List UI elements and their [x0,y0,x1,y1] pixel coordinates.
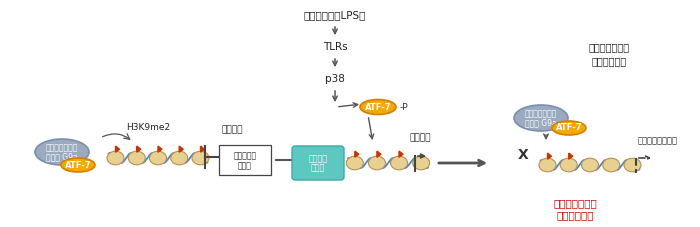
Text: 高基底発現レベル: 高基底発現レベル [638,136,678,146]
Polygon shape [200,146,204,152]
Polygon shape [179,146,183,152]
Ellipse shape [171,151,188,165]
Text: ヒストンメチル: ヒストンメチル [46,143,78,152]
Text: TLRs: TLRs [323,42,347,52]
Text: 転写抑制: 転写抑制 [222,126,244,135]
Text: p38: p38 [325,74,345,84]
Text: 化酵素 G9a: 化酵素 G9a [525,118,557,127]
Polygon shape [355,151,359,157]
FancyBboxPatch shape [292,146,344,180]
Ellipse shape [360,99,396,114]
Polygon shape [158,146,162,152]
Text: 化酵素 G9a: 化酵素 G9a [46,152,78,161]
Ellipse shape [514,105,568,131]
Text: -P: -P [400,104,409,113]
Text: 化因子: 化因子 [311,163,325,173]
Ellipse shape [624,158,641,172]
Text: 転写活性: 転写活性 [309,155,328,163]
Polygon shape [568,153,573,159]
Ellipse shape [539,158,556,172]
Text: の長期間維持: の長期間維持 [556,210,594,220]
Ellipse shape [603,158,620,172]
Ellipse shape [552,121,586,135]
Ellipse shape [560,158,577,172]
Ellipse shape [368,156,386,170]
Polygon shape [547,153,552,159]
Ellipse shape [412,156,430,170]
Text: 転写誘導: 転写誘導 [410,133,430,143]
Text: 病原体に対する: 病原体に対する [589,42,629,52]
Text: ATF-7: ATF-7 [64,160,91,170]
Text: エピゲノム変化: エピゲノム変化 [553,198,597,208]
Ellipse shape [150,151,167,165]
Text: 病原体感染（LPS）: 病原体感染（LPS） [304,10,366,20]
Ellipse shape [128,151,146,165]
Text: H3K9me2: H3K9me2 [126,123,170,133]
Polygon shape [377,151,381,157]
Text: 自然免疫系: 自然免疫系 [233,151,257,160]
Ellipse shape [192,151,209,165]
Text: 遣伝子: 遣伝子 [238,161,252,170]
Polygon shape [136,146,141,152]
Ellipse shape [107,151,124,165]
Text: ヒストンメチル: ヒストンメチル [525,109,557,118]
Polygon shape [399,151,403,157]
Text: 抗抗性の上昇: 抗抗性の上昇 [592,56,626,66]
FancyBboxPatch shape [219,145,271,175]
Ellipse shape [61,158,95,172]
Ellipse shape [346,156,363,170]
Polygon shape [116,146,120,152]
Text: ATF-7: ATF-7 [556,123,582,133]
Ellipse shape [35,139,89,165]
Text: ATF-7: ATF-7 [365,103,391,111]
Ellipse shape [582,158,598,172]
Ellipse shape [391,156,407,170]
Text: X: X [517,148,528,162]
